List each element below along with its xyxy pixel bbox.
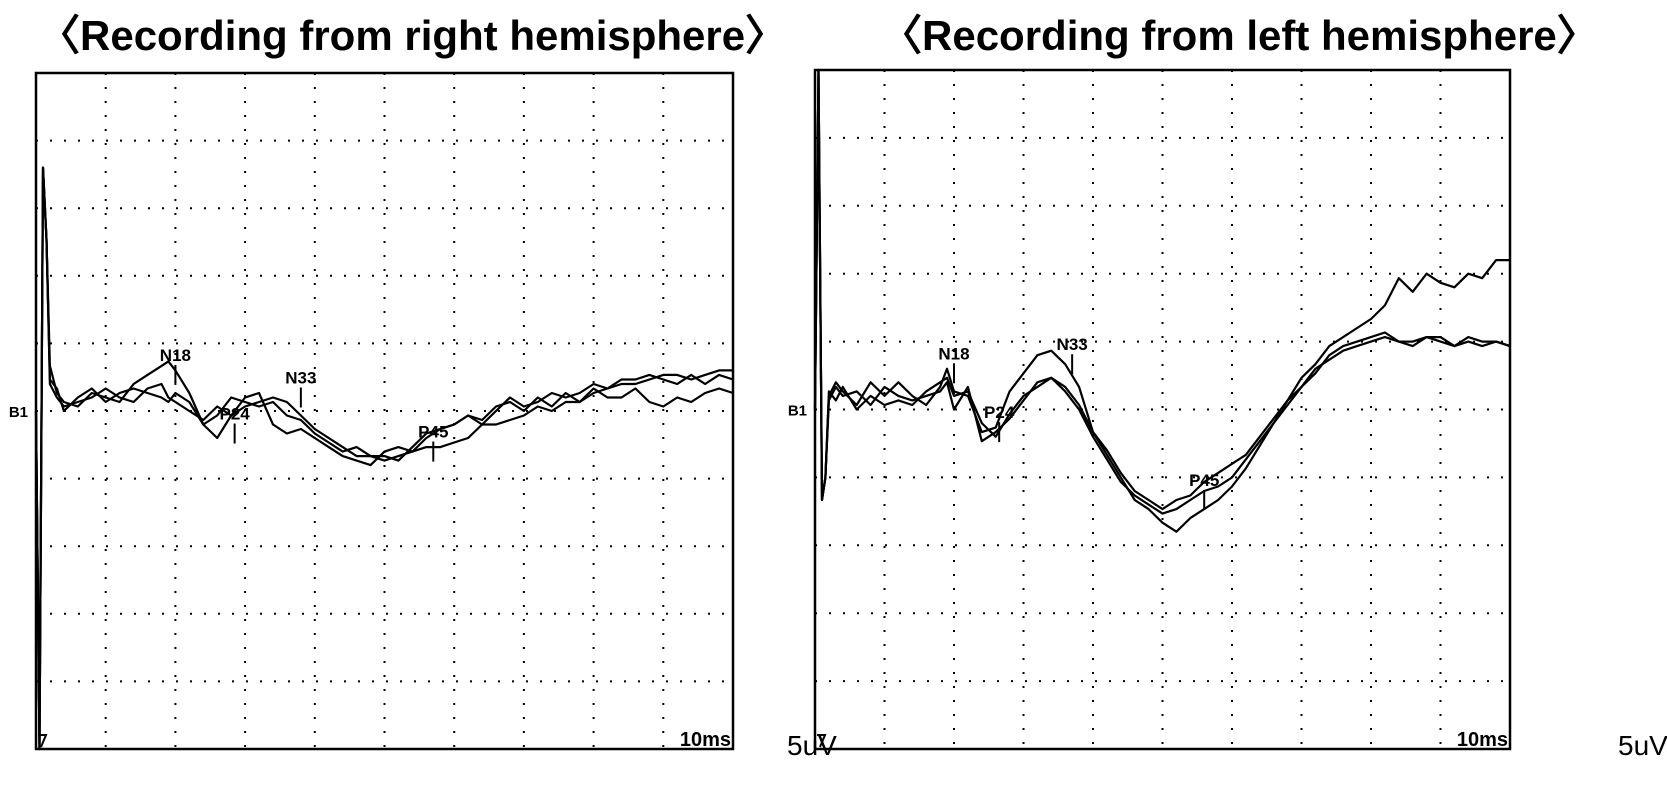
left-peak-label-p24: P24: [984, 403, 1015, 422]
left-trace-2: [813, 68, 1511, 515]
left-panel-title: 〈Recording from left hemisphere〉: [880, 12, 1599, 59]
right-panel-title: 〈Recording from right hemisphere〉: [38, 12, 788, 59]
right-peak-label-p45: P45: [418, 423, 448, 442]
right-x-scale-label: 10ms: [680, 729, 731, 751]
left-x-scale-label: 10ms: [1457, 729, 1508, 751]
right-trace-1: [34, 166, 733, 751]
right-peak-label-n33: N33: [285, 368, 316, 387]
left-stimulus-marker: [817, 734, 827, 748]
right-baseline-label: B1: [9, 404, 28, 421]
right-peak-label-p24: P24: [220, 405, 251, 424]
left-y-scale-label: 5uV: [1618, 730, 1667, 761]
left-trace-3: [813, 68, 1511, 511]
left-peak-label-n18: N18: [938, 344, 969, 363]
right-y-scale-label: 5uV: [787, 730, 837, 761]
left-plot-frame: [813, 68, 1512, 751]
left-baseline-label: B1: [788, 403, 807, 420]
right-trace-3: [34, 166, 734, 751]
right-trace-2: [34, 166, 734, 751]
right-stimulus-marker: [38, 734, 48, 748]
left-peak-label-p45: P45: [1189, 471, 1219, 490]
right-peak-label-n18: N18: [160, 346, 191, 365]
left-peak-label-n33: N33: [1057, 335, 1088, 354]
right-hemisphere-chart: B1 N18 P24 N33 P45 10ms: [9, 71, 735, 751]
